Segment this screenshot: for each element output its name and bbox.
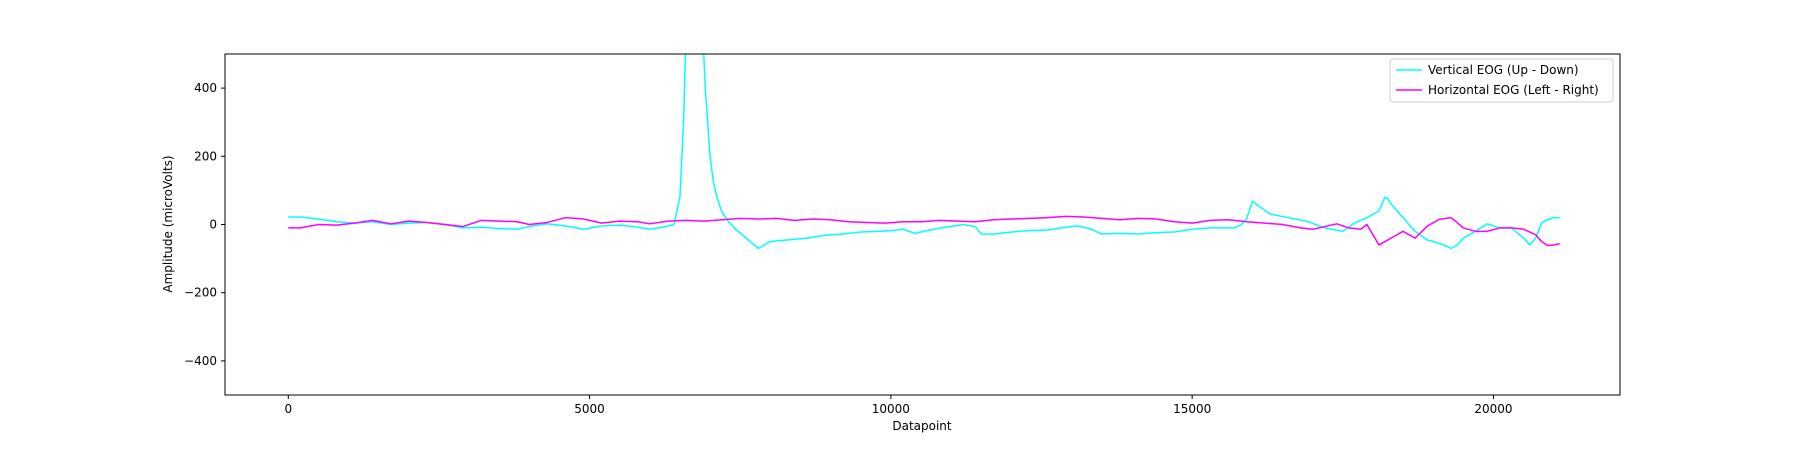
y-axis-label: Amplitude (microVolts) xyxy=(161,155,175,292)
series-line-vertical-eog xyxy=(288,54,1560,250)
y-axis-ticks: −400 −200 0 200 400 xyxy=(184,81,225,368)
x-tick-label: 20000 xyxy=(1474,402,1512,416)
x-tick-label: 0 xyxy=(284,402,292,416)
legend-label-horizontal-eog: Horizontal EOG (Left - Right) xyxy=(1428,83,1599,97)
y-tick-label: 400 xyxy=(194,81,217,95)
y-tick-label: 0 xyxy=(209,218,217,232)
y-tick-label: −200 xyxy=(184,286,217,300)
x-tick-label: 10000 xyxy=(872,402,910,416)
x-tick-label: 5000 xyxy=(574,402,605,416)
legend-label-vertical-eog: Vertical EOG (Up - Down) xyxy=(1428,63,1579,77)
series-line-horizontal-eog xyxy=(288,215,1560,247)
y-tick-label: 200 xyxy=(194,149,217,163)
x-tick-label: 15000 xyxy=(1173,402,1211,416)
y-tick-label: −400 xyxy=(184,354,217,368)
plot-frame xyxy=(224,53,1621,396)
x-axis-label: Datapoint xyxy=(892,419,952,433)
series-layer xyxy=(288,54,1560,250)
x-axis-ticks: 0 5000 10000 15000 20000 xyxy=(284,395,1513,416)
legend: Vertical EOG (Up - Down) Horizontal EOG … xyxy=(1389,58,1614,103)
legend-frame xyxy=(1389,58,1614,103)
